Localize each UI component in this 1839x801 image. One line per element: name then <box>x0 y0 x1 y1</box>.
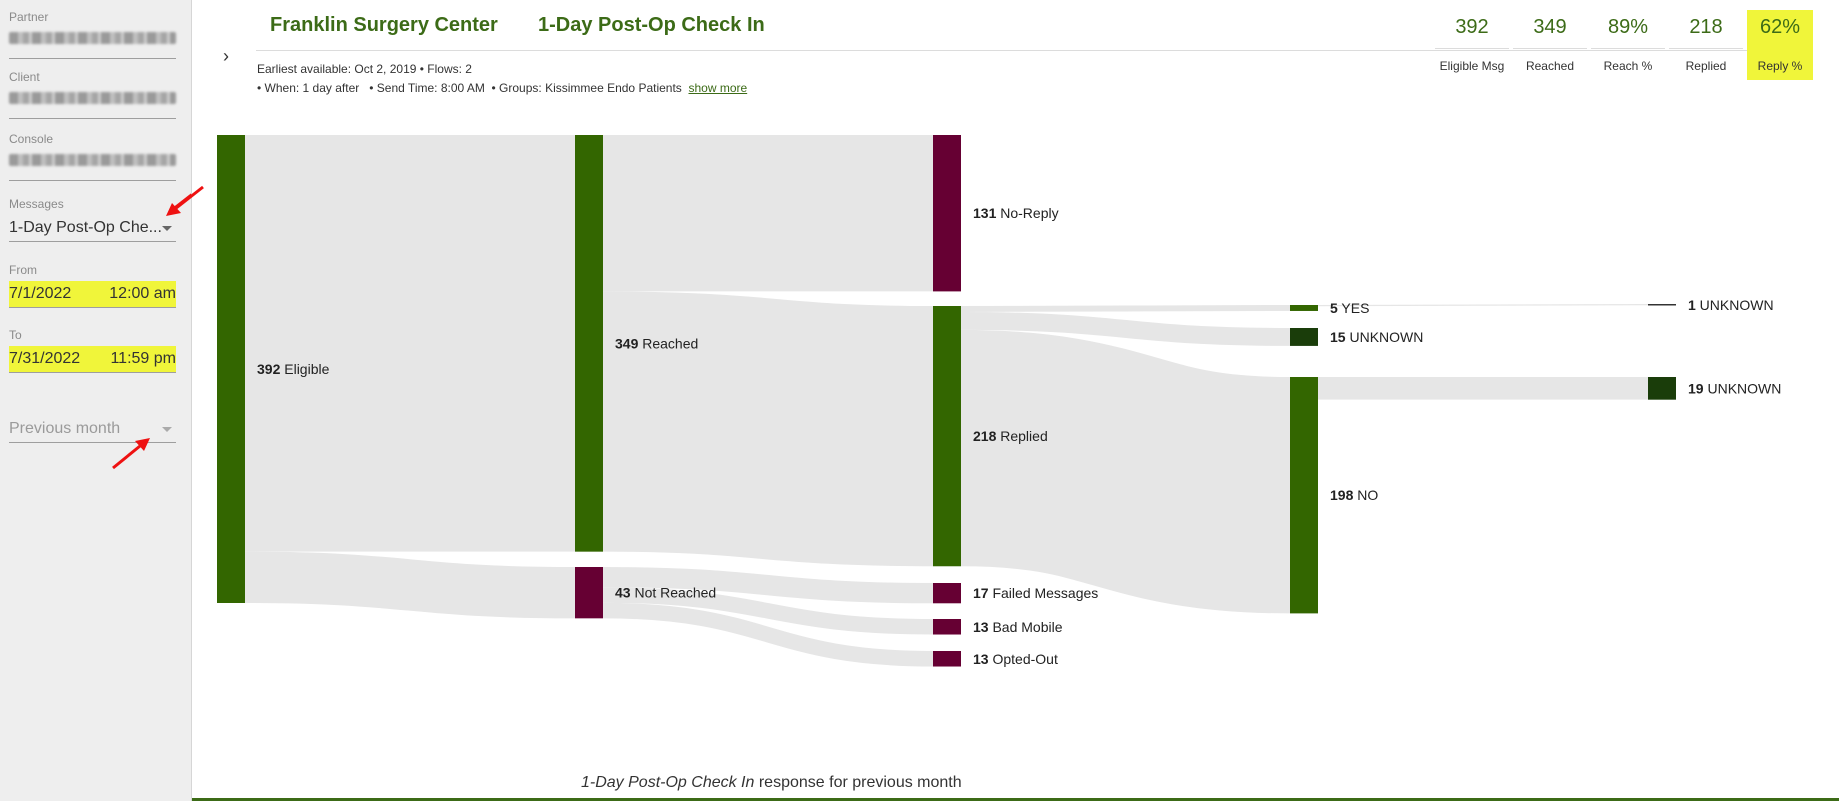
sankey-link-reached-replied <box>602 291 934 567</box>
sankey-link-notreached-optedout <box>602 602 934 667</box>
message-details: • When: 1 day after • Send Time: 8:00 AM… <box>257 81 747 95</box>
sankey-node-unknown19[interactable] <box>1648 377 1676 400</box>
messages-value: 1-Day Post-Op Che... <box>9 219 162 236</box>
sankey-link-notreached-failed <box>602 567 934 604</box>
messages-field[interactable]: Messages 1-Day Post-Op Che... <box>9 197 176 242</box>
sankey-label-notreached: 43 Not Reached <box>615 585 716 601</box>
stat-value: 392 <box>1435 10 1509 49</box>
stat-replied: 218 Replied <box>1669 10 1743 80</box>
organization-title: Franklin Surgery Center <box>270 14 498 36</box>
sankey-node-failed[interactable] <box>933 583 961 604</box>
sankey-link-replied-no <box>959 329 1292 614</box>
console-field[interactable]: Console <box>9 132 176 181</box>
console-select[interactable] <box>9 154 176 181</box>
stat-label: Replied <box>1685 59 1727 73</box>
from-time[interactable]: 12:00 am <box>109 285 176 302</box>
partner-field[interactable]: Partner <box>9 10 176 59</box>
stat-reply-pct: 62% Reply % <box>1747 10 1813 80</box>
sankey-label-failed: 17 Failed Messages <box>973 585 1098 601</box>
stat-label: Eligible Msg <box>1439 59 1505 73</box>
sankey-label-reached: 349 Reached <box>615 335 698 351</box>
sankey-label-no: 198 NO <box>1330 487 1378 503</box>
client-select[interactable] <box>9 92 176 119</box>
messages-label: Messages <box>9 197 64 211</box>
sankey-node-unknown15[interactable] <box>1290 328 1318 346</box>
chevron-down-icon[interactable] <box>162 427 172 432</box>
show-more-link[interactable]: show more <box>688 81 748 95</box>
header-divider <box>256 50 1811 51</box>
sankey-node-notreached[interactable] <box>575 567 603 619</box>
sankey-node-noreply[interactable] <box>933 135 961 292</box>
sankey-label-optedout: 13 Opted-Out <box>973 651 1058 667</box>
partner-select[interactable] <box>9 32 176 59</box>
to-time[interactable]: 11:59 pm <box>110 350 176 367</box>
bottom-accent-bar <box>192 798 1839 801</box>
expand-chevron-icon[interactable]: › <box>223 46 229 66</box>
caption-rest: response for previous month <box>754 774 962 791</box>
stat-value: 349 <box>1513 10 1587 49</box>
sankey-label-eligible: 392 Eligible <box>257 361 330 377</box>
stat-value: 62% <box>1747 10 1813 49</box>
sankey-label-unknown15: 15 UNKNOWN <box>1330 329 1423 345</box>
from-datetime-input[interactable]: 7/1/2022 12:00 am <box>9 281 176 308</box>
partner-value-redacted <box>9 32 176 44</box>
console-value-redacted <box>9 154 176 166</box>
from-label: From <box>9 263 37 277</box>
period-select[interactable]: Previous month <box>9 416 176 443</box>
period-value: Previous month <box>9 420 121 437</box>
stat-value: 89% <box>1591 10 1665 49</box>
messages-select[interactable]: 1-Day Post-Op Che... <box>9 215 176 242</box>
sankey-node-reached[interactable] <box>575 135 603 552</box>
sankey-label-yes: 5 YES <box>1330 300 1369 316</box>
stat-eligible: 392 Eligible Msg <box>1435 10 1509 80</box>
sankey-label-replied: 218 Replied <box>973 428 1048 444</box>
sankey-node-replied[interactable] <box>933 306 961 567</box>
chevron-down-icon[interactable] <box>162 226 172 231</box>
message-title: 1-Day Post-Op Check In <box>538 14 765 36</box>
period-field[interactable]: Previous month <box>9 412 176 443</box>
from-field[interactable]: From 7/1/2022 12:00 am <box>9 263 176 308</box>
sankey-label-unknown1: 1 UNKNOWN <box>1688 297 1774 313</box>
sankey-link-replied-yes <box>960 305 1291 312</box>
sankey-node-unknown1[interactable] <box>1648 304 1676 306</box>
sankey-label-unknown19: 19 UNKNOWN <box>1688 380 1781 396</box>
from-date[interactable]: 7/1/2022 <box>9 285 72 302</box>
sankey-node-badmobile[interactable] <box>933 619 961 635</box>
partner-label: Partner <box>9 10 49 24</box>
sankey-label-noreply: 131 No-Reply <box>973 205 1059 221</box>
chart-caption: 1-Day Post-Op Check In response for prev… <box>581 774 962 792</box>
sankey-node-no[interactable] <box>1290 377 1318 614</box>
stat-value: 218 <box>1669 10 1743 49</box>
stat-label: Reach % <box>1603 59 1653 73</box>
stat-label: Reply % <box>1757 59 1803 73</box>
client-label: Client <box>9 70 40 84</box>
sankey-node-optedout[interactable] <box>933 651 961 667</box>
sankey-node-yes[interactable] <box>1290 305 1318 311</box>
stat-reached: 349 Reached <box>1513 10 1587 80</box>
sankey-node-eligible[interactable] <box>217 135 245 603</box>
to-field[interactable]: To 7/31/2022 11:59 pm <box>9 328 176 373</box>
to-date[interactable]: 7/31/2022 <box>9 350 81 367</box>
sankey-link-eligible-notreached <box>244 551 576 619</box>
client-field[interactable]: Client <box>9 70 176 119</box>
to-datetime-input[interactable]: 7/31/2022 11:59 pm <box>9 346 176 373</box>
details-text: • When: 1 day after • Send Time: 8:00 AM… <box>257 81 682 95</box>
sankey-link-notreached-badmobile <box>602 587 934 635</box>
caption-message: 1-Day Post-Op Check In <box>581 774 755 791</box>
sankey-link-replied-unknown15 <box>960 311 1291 346</box>
client-value-redacted <box>9 92 176 104</box>
filter-sidebar: Partner Client Console Messages 1-Day Po… <box>0 0 192 801</box>
stat-label: Reached <box>1525 59 1575 73</box>
to-label: To <box>9 328 22 342</box>
earliest-available: Earliest available: Oct 2, 2019 • Flows:… <box>257 62 472 76</box>
sankey-label-badmobile: 13 Bad Mobile <box>973 619 1063 635</box>
stat-reach-pct: 89% Reach % <box>1591 10 1665 80</box>
console-label: Console <box>9 132 54 146</box>
sankey-link-yes-unknown1 <box>1317 304 1649 307</box>
